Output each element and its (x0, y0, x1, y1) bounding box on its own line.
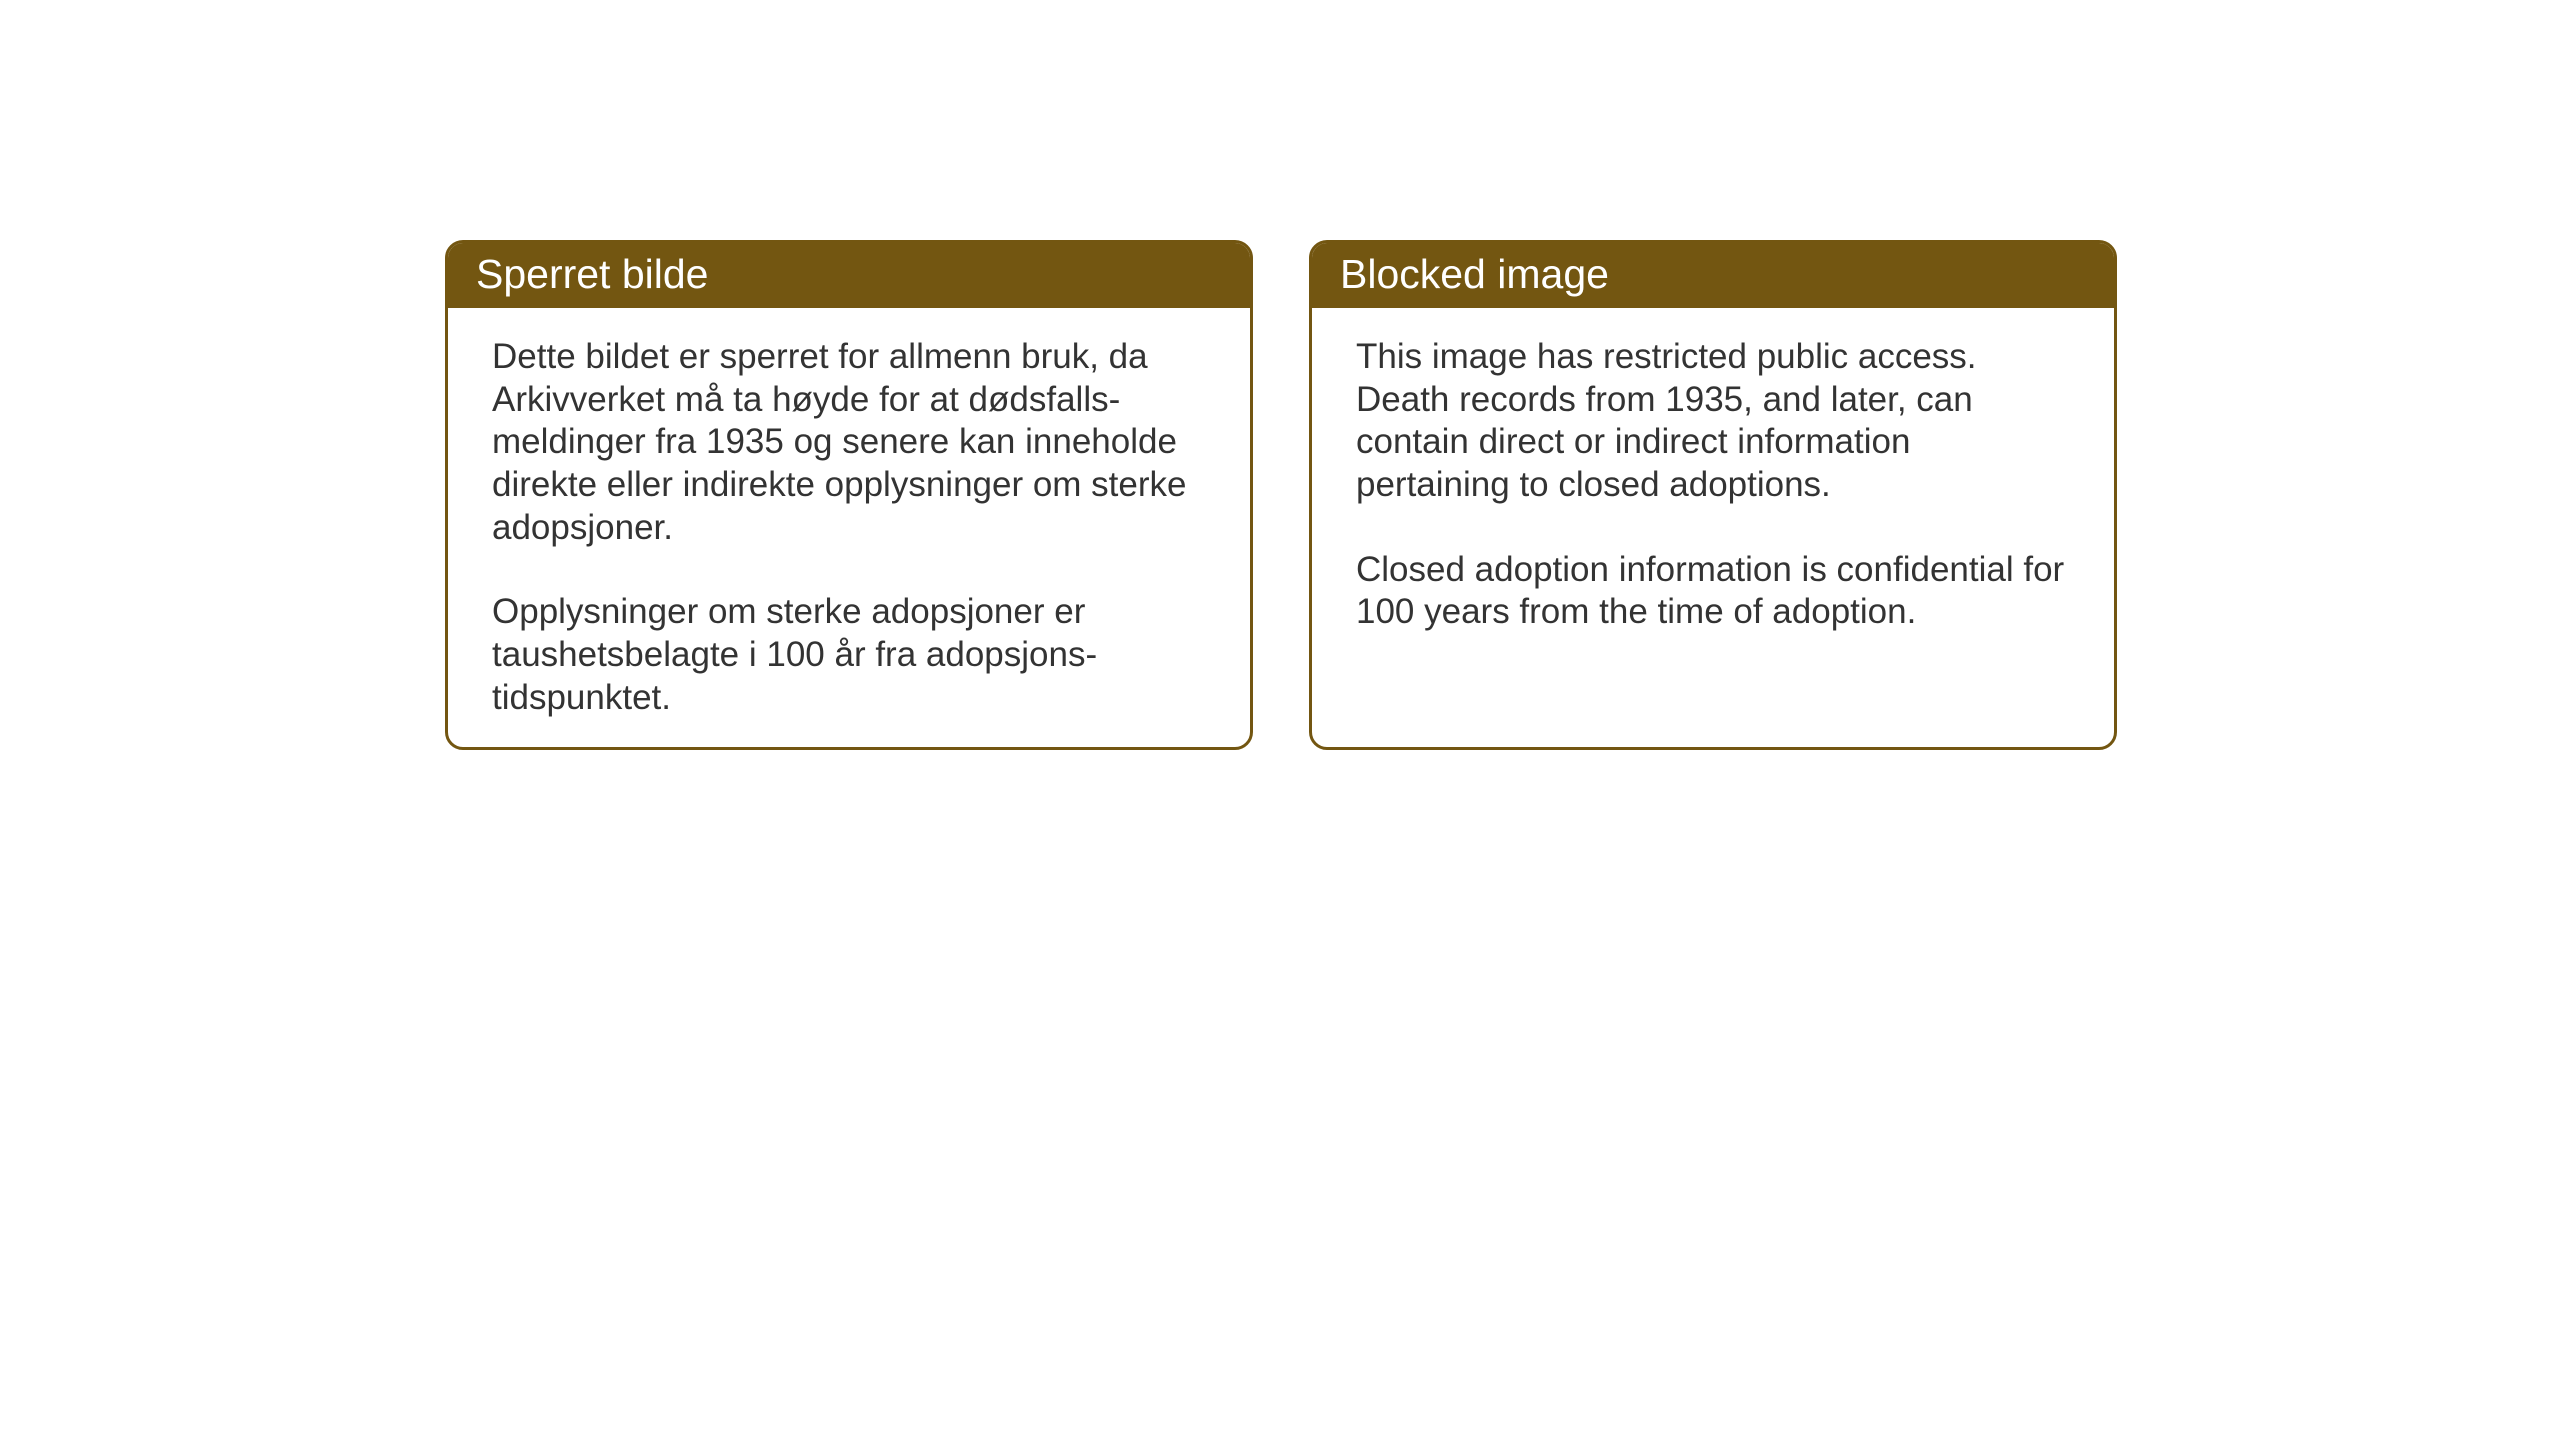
norwegian-card-header: Sperret bilde (448, 243, 1250, 308)
english-card-title: Blocked image (1340, 251, 1609, 297)
english-card-body: This image has restricted public access.… (1312, 308, 2114, 674)
english-notice-card: Blocked image This image has restricted … (1309, 240, 2117, 750)
english-paragraph-2: Closed adoption information is confident… (1356, 549, 2070, 634)
norwegian-notice-card: Sperret bilde Dette bildet er sperret fo… (445, 240, 1253, 750)
norwegian-paragraph-1: Dette bildet er sperret for allmenn bruk… (492, 336, 1206, 549)
norwegian-paragraph-2: Opplysninger om sterke adopsjoner er tau… (492, 591, 1206, 719)
notice-container: Sperret bilde Dette bildet er sperret fo… (445, 240, 2117, 750)
norwegian-card-title: Sperret bilde (476, 251, 708, 297)
norwegian-card-body: Dette bildet er sperret for allmenn bruk… (448, 308, 1250, 750)
english-card-header: Blocked image (1312, 243, 2114, 308)
english-paragraph-1: This image has restricted public access.… (1356, 336, 2070, 507)
